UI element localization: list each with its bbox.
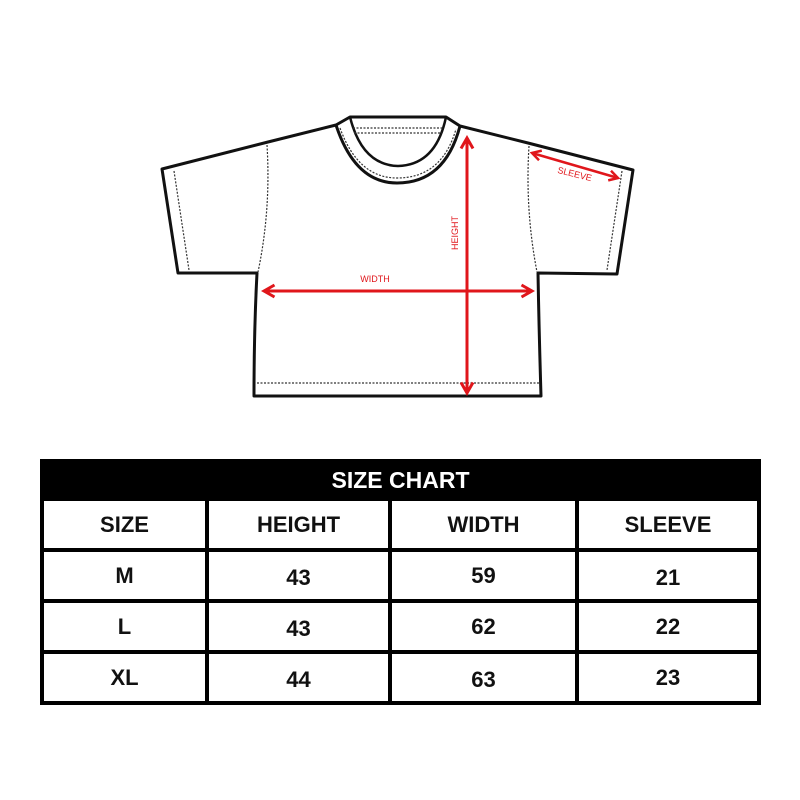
tshirt-outline [160, 115, 635, 398]
header-size: SIZE [44, 501, 205, 548]
tshirt-diagram: WIDTH HEIGHT SLEEVE [160, 115, 635, 398]
row-l-height: 43 [209, 603, 388, 650]
row-l-sleeve: 22 [579, 603, 757, 650]
measurement-arrows [260, 134, 621, 397]
sleeve-arrow [529, 149, 621, 182]
row-xl-sleeve: 23 [579, 654, 757, 701]
row-m-height: 43 [209, 552, 388, 599]
row-m-size: M [44, 552, 205, 599]
header-height: HEIGHT [209, 501, 388, 548]
row-xl-height: 44 [209, 654, 388, 701]
row-m-width: 59 [392, 552, 575, 599]
row-xl-width: 63 [392, 654, 575, 701]
size-chart-title: SIZE CHART [331, 466, 470, 493]
stitch-lines [173, 127, 623, 384]
row-m-sleeve: 21 [579, 552, 757, 599]
width-label: WIDTH [360, 274, 390, 284]
row-l-width: 62 [392, 603, 575, 650]
height-label: HEIGHT [450, 216, 460, 251]
row-l-size: L [44, 603, 205, 650]
header-sleeve: SLEEVE [579, 501, 757, 548]
header-width: WIDTH [392, 501, 575, 548]
row-xl-size: XL [44, 654, 205, 701]
size-chart-table: SIZE CHART SIZE HEIGHT WIDTH SLEEVE M 43… [40, 459, 761, 705]
